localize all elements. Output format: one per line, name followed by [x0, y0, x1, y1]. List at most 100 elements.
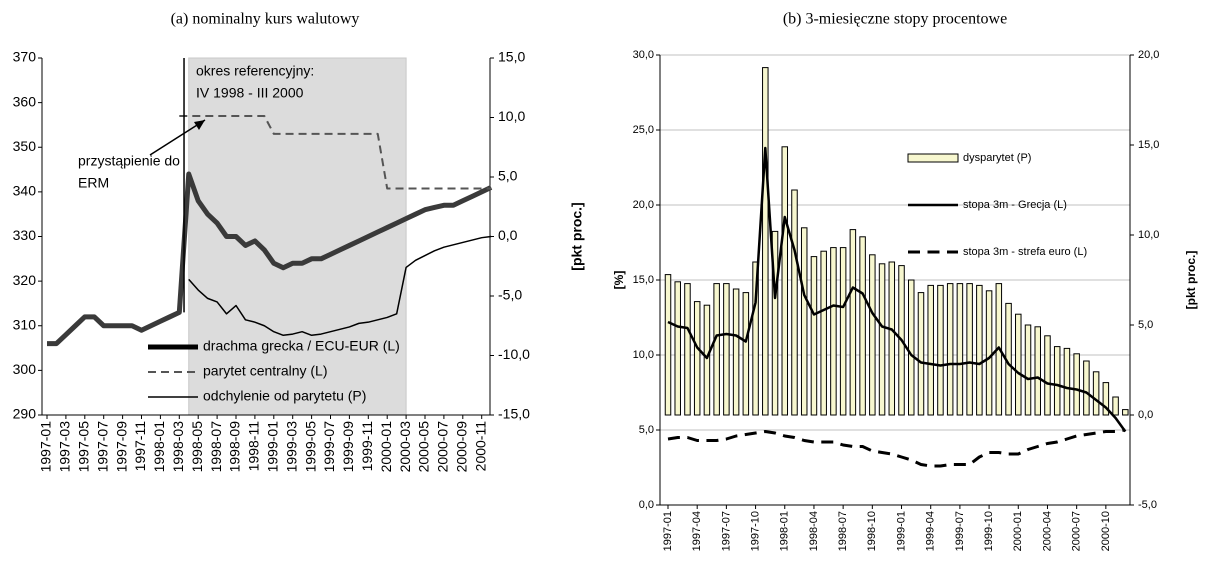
y-tick-label: 25,0	[633, 124, 654, 136]
bar	[927, 284, 934, 416]
y2-tick-label: -5,0	[498, 287, 522, 303]
x-tick-label: 1997-09	[113, 421, 129, 473]
annotation: przystąpienie do	[78, 153, 180, 169]
x-tick-label: 1997-04	[691, 511, 703, 551]
bar	[1073, 353, 1080, 416]
x-tick-label: 1997-07	[720, 511, 732, 551]
y2-tick-label: 15,0	[1138, 139, 1159, 151]
bar	[956, 283, 964, 416]
x-tick-label: 1998-11	[246, 421, 262, 472]
x-tick-label: 1999-07	[321, 421, 337, 473]
bar	[908, 279, 915, 416]
x-tick-label: 2000-11	[472, 421, 488, 472]
x-tick-label: 1999-05	[302, 421, 318, 473]
x-tick-label: 1998-05	[189, 421, 205, 473]
chart: 290 300 310 320 330 340 350 360 370 -15,0 -10,0 -5,…	[13, 49, 585, 473]
y2-tick-label: 10,0	[498, 108, 525, 124]
legend-label: drachma grecka / ECU-EUR (L)	[203, 338, 400, 354]
x-tick-label: 1998-07	[208, 421, 224, 473]
bar	[674, 281, 681, 416]
y2-tick-label: -5,0	[1138, 499, 1157, 511]
y-tick-label: 30,0	[633, 49, 654, 61]
bar	[1053, 346, 1061, 416]
legend-label: stopa 3m - Grecja (L)	[963, 199, 1067, 211]
annotation: okres referencyjny:	[196, 63, 314, 79]
y2-tick-label: 5,0	[1138, 319, 1153, 331]
bar	[1063, 347, 1071, 416]
bar	[664, 274, 672, 416]
x-tick-label: 2000-09	[454, 421, 470, 473]
bar	[888, 261, 896, 416]
y2-tick-label: -10,0	[498, 346, 530, 362]
bar	[839, 247, 847, 416]
bar	[723, 283, 730, 416]
bar	[732, 288, 740, 416]
x-tick-label: 1999-01	[265, 421, 281, 473]
y-tick-label: 330	[13, 227, 37, 243]
y2-axis-title: [pkt proc.]	[569, 202, 585, 270]
y2-tick-label: 20,0	[1138, 49, 1159, 61]
y-tick-label: 360	[13, 93, 37, 109]
bar	[1112, 396, 1119, 416]
x-tick-label: 1999-11	[359, 421, 375, 472]
line	[47, 171, 493, 347]
bar	[693, 301, 701, 416]
bar	[869, 254, 876, 416]
y-tick-label: 340	[13, 183, 37, 199]
bar	[830, 247, 837, 416]
bar	[1044, 335, 1051, 416]
x-tick-label: 1997-01	[38, 421, 54, 473]
y2-tick-label: 5,0	[498, 168, 518, 184]
legend-swatch	[907, 153, 959, 163]
y-tick-label: 320	[13, 272, 37, 288]
x-tick-label: 1997-10	[749, 511, 761, 551]
x-tick-label: 2000-01	[378, 421, 394, 473]
bar	[800, 227, 808, 416]
y-tick-label: 290	[13, 406, 37, 422]
x-tick-label: 1998-01	[151, 421, 167, 473]
bar	[1034, 326, 1041, 416]
x-tick-label: 1998-10	[866, 511, 878, 551]
chart-title: (b) 3-miesięczne stopy procentowe	[783, 11, 1007, 28]
chart: 0,0 5,0 10,0 15,0 20,0 25,0 30,0 -5,0 0,0 5,0 10,0…	[612, 49, 1198, 551]
y-tick-label: 5,0	[639, 424, 654, 436]
x-tick-label: 1999-09	[340, 421, 356, 473]
x-tick-label: 1999-04	[925, 511, 937, 551]
x-tick-label: 1997-03	[57, 421, 73, 473]
x-tick-label: 1999-01	[895, 511, 907, 551]
arrow-head	[194, 120, 205, 130]
bar	[703, 304, 711, 416]
y2-axis-title: [pkt proc.]	[1184, 251, 1198, 310]
x-tick-label: 1998-07	[837, 511, 849, 551]
x-tick-label: 2000-04	[1041, 511, 1053, 551]
y-tick-label: 310	[13, 316, 37, 332]
x-tick-label: 2000-07	[1071, 511, 1083, 551]
legend-label: parytet centralny (L)	[203, 363, 328, 379]
bar	[762, 67, 769, 416]
x-tick-label: 1999-10	[983, 511, 995, 551]
bar	[1102, 382, 1110, 416]
y-tick-label: 350	[13, 138, 37, 154]
x-tick-label: 2000-01	[1012, 511, 1024, 551]
bar	[781, 146, 789, 416]
chart-title: (a) nominalny kurs walutowy	[171, 11, 360, 28]
y-tick-label: 370	[13, 49, 37, 65]
line	[667, 146, 1127, 433]
legend-label: dysparytet (P)	[963, 152, 1031, 164]
line	[179, 115, 492, 190]
bar	[937, 284, 944, 416]
y-tick-label: 15,0	[633, 274, 654, 286]
bar	[985, 290, 993, 416]
y2-tick-label: -15,0	[498, 406, 530, 422]
legend-label: stopa 3m - strefa euro (L)	[963, 246, 1087, 258]
annotation: IV 1998 - III 2000	[196, 85, 304, 101]
y2-tick-label: 10,0	[1138, 229, 1159, 241]
bar	[966, 283, 973, 416]
x-tick-label: 1998-03	[170, 421, 186, 473]
x-tick-label: 1998-09	[227, 421, 243, 473]
x-tick-label: 1997-01	[662, 511, 674, 551]
legend-label: odchylenie od parytetu (P)	[203, 388, 366, 404]
bar	[878, 263, 886, 416]
